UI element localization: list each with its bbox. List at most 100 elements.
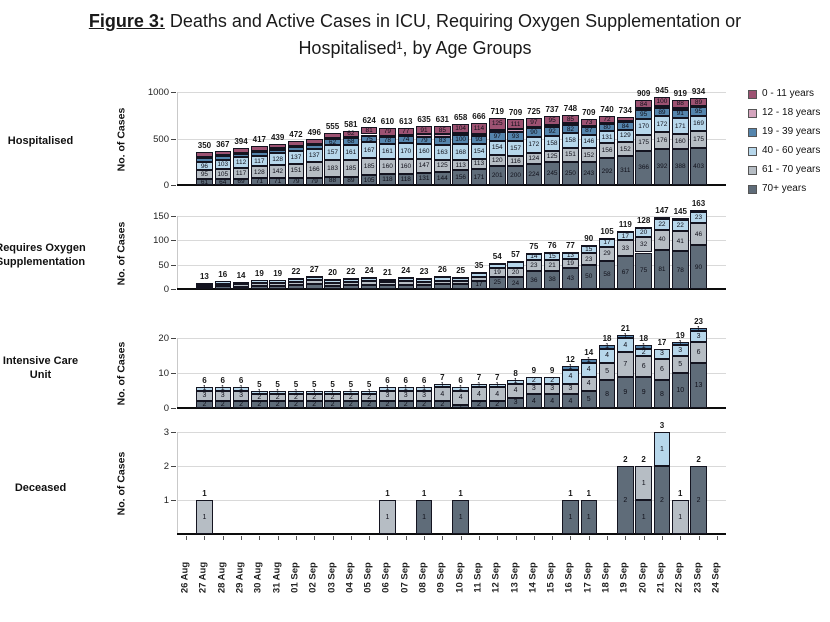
bar-segment	[324, 159, 341, 177]
bar-segment	[360, 281, 378, 285]
bar-segment-value: 170	[400, 147, 412, 155]
y-axis-title: No. of Cases	[115, 107, 128, 171]
bar-segment	[214, 154, 231, 157]
x-date-label: 06 Sep	[380, 562, 392, 593]
bar-segment	[598, 157, 616, 185]
bar-segment-value: 4	[568, 397, 573, 405]
bar-segment-value: 2	[659, 496, 664, 504]
bar-segment-value: 62	[347, 130, 355, 138]
bar-segment	[342, 278, 360, 281]
bar-segment-value: 95	[694, 107, 703, 115]
x-tick-mark	[442, 536, 444, 540]
bar-segment	[543, 125, 561, 128]
bar-segment	[489, 267, 506, 277]
panel-label-line: Intensive Care	[2, 355, 79, 367]
bar-segment-value: 23	[585, 255, 593, 263]
bar-segment-value: 15	[585, 246, 593, 254]
bar-segment-value: 5	[605, 367, 609, 375]
bar-segment-value: 1	[458, 402, 463, 410]
bar-segment-value: 154	[473, 147, 485, 155]
bar-segment	[415, 387, 433, 391]
bar-segment	[489, 140, 506, 156]
gridline	[177, 216, 726, 217]
bar-segment	[379, 401, 396, 408]
bar-segment	[196, 170, 213, 180]
bar-segment-value: 224	[528, 171, 540, 179]
bar-segment	[690, 209, 707, 212]
bar-segment-value: 2	[312, 401, 317, 408]
bar-segment	[580, 119, 597, 126]
bar-segment	[507, 141, 524, 156]
bar-segment-value: 2	[385, 401, 390, 408]
bar-segment	[507, 119, 524, 130]
bar-segment-value: 2	[531, 376, 536, 384]
y-tick-label: 1	[163, 495, 169, 506]
bar-segment	[251, 401, 268, 408]
x-date-label: 05 Sep	[362, 562, 374, 593]
panel-label-line: Unit	[29, 369, 52, 381]
bar-segment-value: 1	[293, 388, 298, 396]
bar-total-label: 18	[602, 334, 612, 343]
bar-segment	[415, 401, 433, 408]
bar-total-label: 367	[216, 139, 230, 149]
bar-segment	[196, 500, 213, 534]
bar-segment	[672, 118, 689, 135]
x-date-label: 30 Aug	[252, 561, 264, 594]
bar-segment-value: 175	[638, 139, 650, 147]
bar-segment	[635, 108, 652, 111]
bar-total-label: 725	[527, 106, 541, 116]
bar-total-label: 21	[382, 267, 392, 277]
bar-segment	[232, 387, 250, 391]
bar-segment	[415, 134, 433, 137]
bar-segment-value: 7	[623, 360, 628, 368]
bar-segment-value: 3	[422, 392, 426, 400]
bar-segment-value: 1	[422, 385, 426, 393]
bar-segment	[342, 394, 360, 401]
bar-segment	[617, 352, 634, 377]
bar-segment-value: 103	[217, 160, 229, 168]
bar-segment	[379, 282, 396, 286]
bar-segment	[397, 401, 414, 408]
bar-segment	[617, 240, 634, 257]
y-tick-label: 0	[163, 284, 169, 295]
bar-segment-value: 158	[546, 139, 558, 147]
bar-segment	[379, 285, 396, 289]
bar-segment	[434, 126, 451, 135]
bar-segment-value: 85	[566, 115, 575, 123]
bar-segment	[306, 390, 323, 394]
bar-segment	[342, 390, 360, 394]
bar-segment-value: 95	[640, 110, 648, 118]
bar-segment-value: 1	[568, 364, 573, 372]
bar-segment-value: 2	[476, 401, 481, 408]
bar-segment	[617, 141, 634, 157]
bar-segment	[415, 136, 433, 145]
bar-segment-value: 171	[473, 173, 485, 181]
bar-segment	[598, 380, 616, 408]
bar-segment	[452, 276, 469, 279]
bar-segment	[690, 362, 707, 408]
bar-segment	[580, 148, 597, 163]
bar-segment	[562, 268, 579, 289]
bar-segment-value: 1	[257, 388, 262, 396]
y-tick-mark	[171, 216, 176, 217]
bar-total-label: 21	[620, 323, 630, 333]
bar-segment-value: 58	[603, 271, 611, 279]
bar-segment	[269, 401, 286, 408]
bar-segment	[269, 165, 286, 179]
bar-segment	[397, 127, 414, 136]
bar-segment-value: 5	[586, 395, 591, 403]
bar-total-label: 5	[312, 379, 317, 389]
bar-segment-value: 120	[491, 157, 503, 165]
bar-segment-value: 8	[659, 390, 664, 398]
bar-segment-value: 4	[495, 390, 500, 398]
bar-segment	[562, 133, 579, 148]
bar-segment	[470, 387, 488, 401]
bar-segment-value: 2	[330, 401, 335, 408]
bar-segment	[287, 401, 305, 408]
bar-segment	[562, 366, 579, 370]
bar-segment-value: 90	[530, 128, 538, 136]
bar-segment-value: 292	[601, 167, 613, 175]
bar-segment-value: 77	[402, 128, 410, 136]
bar-segment	[653, 116, 671, 133]
bar-segment	[525, 117, 543, 127]
